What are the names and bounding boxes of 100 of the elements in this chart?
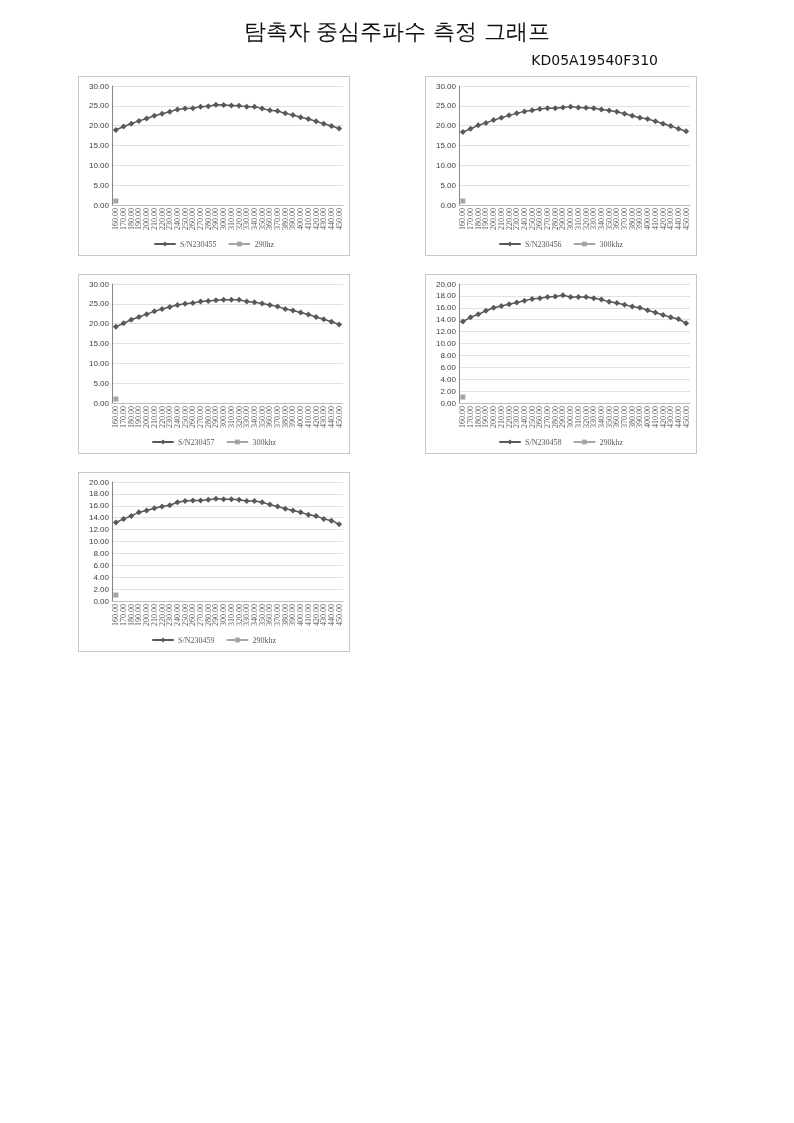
x-tick-label: 190.00 [481, 208, 491, 230]
x-tick-label: 380.00 [280, 406, 290, 428]
x-tick-label: 290.00 [211, 604, 221, 626]
point [274, 107, 281, 114]
y-tick-label: 12.00 [435, 327, 457, 337]
point [220, 496, 227, 503]
point [282, 505, 289, 512]
x-tick-label: 260.00 [188, 208, 198, 230]
point [606, 107, 613, 114]
point [529, 107, 536, 114]
x-tick-label: 330.00 [589, 406, 599, 428]
point [629, 112, 636, 119]
point [575, 104, 582, 111]
x-tick-label: 390.00 [635, 208, 645, 230]
legend-label: S/N230459 [178, 635, 215, 645]
point [174, 499, 181, 506]
point [205, 496, 212, 503]
point [135, 117, 142, 124]
x-tick-label: 330.00 [242, 604, 252, 626]
x-tick-label: 230.00 [165, 604, 175, 626]
y-tick-label: 10.00 [88, 358, 110, 368]
point [567, 103, 574, 110]
x-tick-label: 290.00 [558, 208, 568, 230]
point [459, 129, 466, 136]
y-tick-label: 0.00 [440, 398, 457, 408]
x-tick-label: 350.00 [604, 208, 614, 230]
x-tick-label: 320.00 [234, 406, 244, 428]
x-tick-label: 420.00 [658, 406, 668, 428]
x-tick-label: 320.00 [581, 208, 591, 230]
point [459, 318, 466, 325]
point [143, 507, 150, 514]
x-tick-label: 220.00 [157, 208, 167, 230]
point [135, 313, 142, 320]
x-tick-label: 320.00 [234, 208, 244, 230]
point [636, 114, 643, 121]
point [513, 110, 520, 117]
x-tick-label: 410.00 [303, 604, 313, 626]
x-tick-label: 430.00 [666, 406, 676, 428]
x-tick-label: 430.00 [319, 604, 329, 626]
y-tick-label: 0.00 [93, 200, 110, 210]
point [166, 304, 173, 311]
point [529, 295, 536, 302]
point [498, 303, 505, 310]
y-tick-label: 25.00 [88, 101, 110, 111]
x-tick-label: 400.00 [296, 208, 306, 230]
x-tick-label: 160.00 [111, 208, 121, 230]
point [590, 105, 597, 112]
point [243, 498, 250, 505]
point [182, 105, 189, 112]
point [467, 125, 474, 132]
point [251, 103, 258, 110]
y-tick-label: 18.00 [435, 291, 457, 301]
point [536, 295, 543, 302]
x-tick-label: 370.00 [273, 208, 283, 230]
x-tick-label: 280.00 [550, 208, 560, 230]
x-tick-label: 230.00 [512, 406, 522, 428]
x-tick-label: 360.00 [265, 604, 275, 626]
y-tick-label: 20.00 [435, 121, 457, 131]
point [228, 102, 235, 109]
point [266, 107, 273, 114]
x-tick-label: 430.00 [319, 208, 329, 230]
x-tick-label: 370.00 [273, 406, 283, 428]
point [644, 115, 651, 122]
point [320, 120, 327, 127]
x-tick-label: 360.00 [612, 208, 622, 230]
y-tick-label: 30.00 [88, 279, 110, 289]
point [552, 293, 559, 300]
point [282, 305, 289, 312]
point [112, 519, 119, 526]
point [613, 108, 620, 115]
x-tick-label: 300.00 [219, 208, 229, 230]
x-tick-label: 340.00 [596, 208, 606, 230]
point [467, 314, 474, 321]
y-tick-label: 25.00 [88, 299, 110, 309]
point [174, 106, 181, 113]
point [583, 294, 590, 301]
x-tick-label: 450.00 [334, 604, 344, 626]
point [336, 125, 343, 132]
x-tick-label: 450.00 [334, 208, 344, 230]
point [583, 104, 590, 111]
point [159, 305, 166, 312]
legend-label: S/N230456 [525, 239, 562, 249]
point [297, 309, 304, 316]
x-tick-label: 370.00 [620, 406, 630, 428]
point [621, 110, 628, 117]
point [151, 112, 158, 119]
x-tick-label: 250.00 [180, 604, 190, 626]
x-tick-label: 250.00 [180, 406, 190, 428]
x-tick-label: 410.00 [303, 406, 313, 428]
x-tick-label: 270.00 [543, 406, 553, 428]
x-tick-label: 180.00 [126, 406, 136, 428]
x-tick-label: 220.00 [157, 406, 167, 428]
x-tick-label: 280.00 [203, 406, 213, 428]
x-tick-label: 160.00 [111, 604, 121, 626]
x-tick-label: 280.00 [550, 406, 560, 428]
point [536, 106, 543, 113]
x-tick-label: 260.00 [535, 406, 545, 428]
y-tick-label: 0.00 [440, 200, 457, 210]
x-tick-label: 290.00 [211, 208, 221, 230]
y-tick-label: 8.00 [93, 548, 110, 558]
